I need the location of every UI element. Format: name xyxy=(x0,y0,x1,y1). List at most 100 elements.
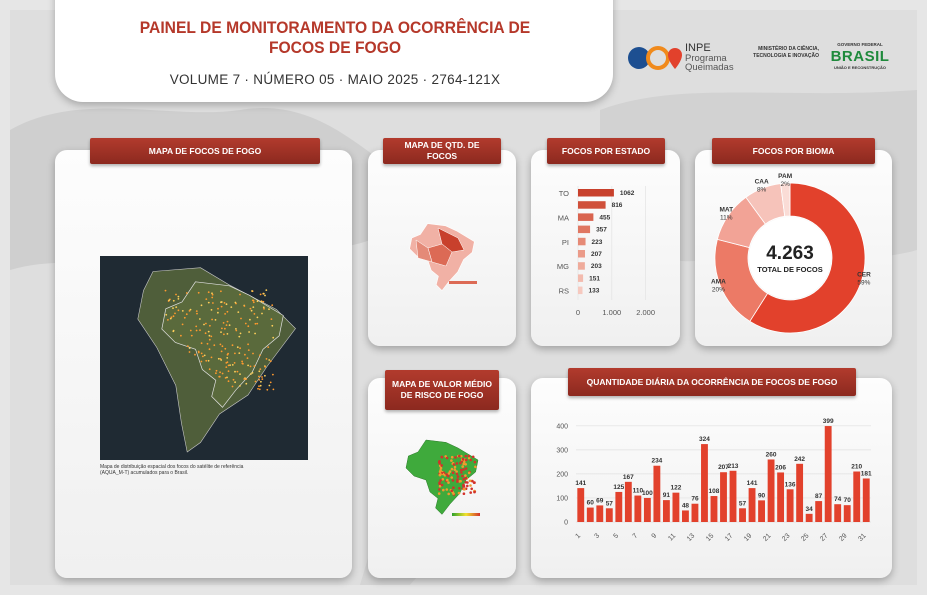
value-label: 167 xyxy=(623,474,634,481)
fire-dot xyxy=(235,302,237,304)
value-label: 108 xyxy=(709,488,720,495)
risk-dot xyxy=(446,457,449,460)
bar xyxy=(796,464,803,522)
risk-dot xyxy=(462,458,465,461)
fire-dot xyxy=(235,328,237,330)
slice-name: PAM xyxy=(778,173,792,180)
risk-dot xyxy=(452,492,455,495)
bar xyxy=(815,501,822,522)
fire-dot xyxy=(260,381,262,383)
fire-dot xyxy=(244,354,246,356)
fire-dot xyxy=(261,313,263,315)
fire-dot xyxy=(253,301,255,303)
value-label: 207 xyxy=(591,251,602,258)
risk-dot xyxy=(438,488,441,491)
fire-dot xyxy=(186,292,188,294)
risk-dot xyxy=(454,468,457,471)
fire-dot xyxy=(205,298,207,300)
y-tick-label: PI xyxy=(562,238,569,247)
x-tick-label: 7 xyxy=(632,532,640,540)
fire-dot xyxy=(239,373,241,375)
fire-dot xyxy=(253,300,255,302)
risk-dot xyxy=(450,476,453,479)
quantity-map-panel xyxy=(368,150,516,346)
fire-dot xyxy=(229,324,231,326)
fire-dot xyxy=(255,323,257,325)
y-tick-label: 100 xyxy=(556,495,568,502)
risk-dot xyxy=(468,472,471,475)
risk-dot xyxy=(441,484,444,487)
risk-dot xyxy=(469,491,472,494)
risk-dot xyxy=(452,479,455,482)
value-label: 816 xyxy=(612,202,623,209)
bar xyxy=(853,472,860,523)
risk-dot xyxy=(474,461,477,464)
fire-dot xyxy=(268,359,270,361)
risk-dot xyxy=(456,462,459,465)
bar xyxy=(587,508,594,522)
fire-dot xyxy=(247,365,249,367)
fire-dot xyxy=(226,324,228,326)
fire-dot xyxy=(226,357,228,359)
x-tick-label: 13 xyxy=(686,532,697,543)
slice-value: 8% xyxy=(757,186,767,193)
bar xyxy=(615,492,622,522)
fire-dot xyxy=(237,311,239,313)
risk-dot xyxy=(473,491,476,494)
fire-dot xyxy=(255,381,257,383)
fire-dot xyxy=(225,366,227,368)
bar xyxy=(749,488,756,522)
risk-dot xyxy=(446,488,449,491)
total-value: 4.263 xyxy=(766,243,814,264)
fire-dot xyxy=(194,354,196,356)
fire-dot xyxy=(261,378,263,380)
value-label: 357 xyxy=(596,227,607,234)
value-label: 260 xyxy=(766,451,777,458)
bar xyxy=(682,510,689,522)
x-tick-label: 23 xyxy=(781,532,792,543)
dashboard: PAINEL DE MONITORAMENTO DA OCORRÊNCIA DE… xyxy=(0,0,927,595)
fire-dot xyxy=(208,302,210,304)
fire-dot xyxy=(243,378,245,380)
fire-dot xyxy=(225,377,227,379)
risk-dot xyxy=(440,464,443,467)
risk-dot xyxy=(440,467,443,470)
x-tick-label: 1.000 xyxy=(602,308,621,317)
bar xyxy=(596,505,603,522)
panel-title: FOCOS POR BIOMA xyxy=(712,138,875,164)
fire-dot xyxy=(180,335,182,337)
risk-dot xyxy=(458,455,461,458)
risk-dot xyxy=(438,492,441,495)
slice-name: CER xyxy=(857,271,871,278)
value-label: 48 xyxy=(682,502,690,509)
bar xyxy=(672,493,679,522)
risk-dot xyxy=(460,471,463,474)
value-label: 151 xyxy=(589,275,600,282)
fire-dot xyxy=(167,319,169,321)
fire-dot xyxy=(252,353,254,355)
body: PAINEL DE MONITORAMENTO DA OCORRÊNCIA DE… xyxy=(0,0,927,595)
value-label: 181 xyxy=(861,470,872,477)
fire-dot xyxy=(184,317,186,319)
fire-dot xyxy=(234,353,236,355)
risk-dot xyxy=(451,490,454,493)
value-label: 1062 xyxy=(620,190,635,197)
x-tick-label: 15 xyxy=(705,532,716,543)
risk-dot xyxy=(463,488,466,491)
bar xyxy=(578,287,582,295)
fire-dot xyxy=(202,356,204,358)
fire-dot xyxy=(221,301,223,303)
x-tick-label: 2.000 xyxy=(636,308,655,317)
fire-dot xyxy=(240,318,242,320)
fire-dot xyxy=(271,304,273,306)
fire-dot xyxy=(257,388,259,390)
fire-dot xyxy=(208,360,210,362)
fire-dot xyxy=(199,318,201,320)
fire-dot xyxy=(224,348,226,350)
fire-dot xyxy=(221,351,223,353)
risk-dot xyxy=(442,478,445,481)
fire-dot xyxy=(218,376,220,378)
header-subtitle: VOLUME 7 · NÚMERO 05 · MAIO 2025 · 2764-… xyxy=(95,72,575,87)
value-label: 125 xyxy=(613,484,624,491)
